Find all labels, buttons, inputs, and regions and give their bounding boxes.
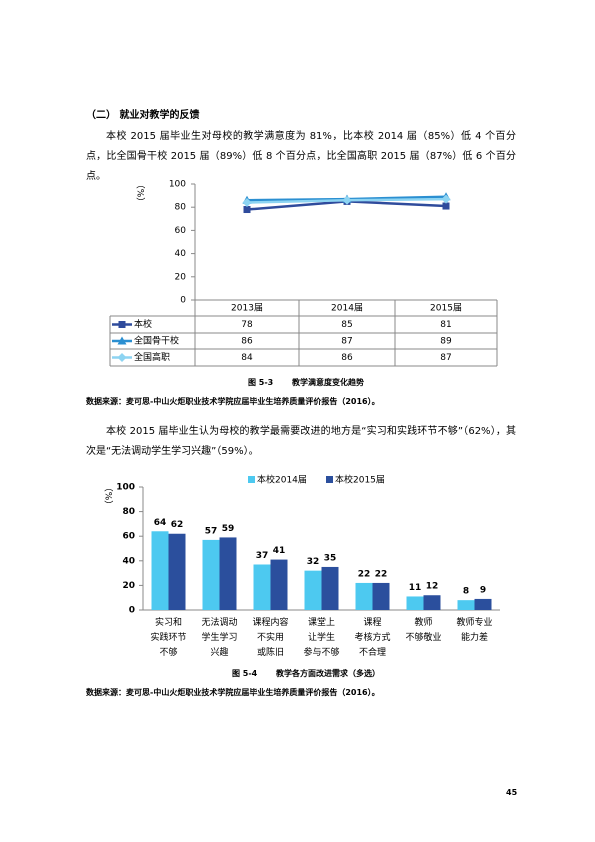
bar (474, 598, 492, 610)
x-tick-label: 课程 考核方式 不合理 (354, 618, 391, 658)
y-tick-label: 0 (129, 606, 135, 616)
x-tick-label: 课堂上 让学生 参与不够 (303, 618, 340, 658)
legend-swatch (326, 476, 333, 483)
y-tick-label: 80 (122, 507, 135, 517)
legend-swatch (248, 476, 255, 483)
bar (406, 596, 424, 610)
marker (117, 336, 127, 345)
data-label: 35 (324, 553, 337, 563)
bar (423, 595, 441, 610)
y-axis-label: （%） (135, 180, 146, 207)
table-value: 84 (241, 353, 253, 363)
data-label: 9 (480, 585, 486, 595)
marker (242, 198, 252, 208)
bar (151, 531, 169, 610)
y-tick-label: 0 (180, 296, 186, 306)
marker (118, 321, 126, 328)
data-label: 41 (273, 546, 286, 556)
data-label: 37 (256, 551, 269, 561)
table-value: 78 (241, 320, 253, 330)
x-tick-label: 课程内容 不实用 或陈旧 (252, 618, 289, 658)
data-label: 59 (222, 524, 235, 534)
y-axis-label: （%） (103, 483, 114, 510)
marker (442, 202, 450, 210)
table-value: 86 (341, 353, 353, 363)
heading: （二） 就业对教学的反馈 (86, 110, 200, 121)
data-label: 22 (358, 569, 371, 579)
table-value: 89 (440, 337, 452, 347)
x-tick-label: 实习和 实践环节 不够 (150, 618, 187, 658)
data-label: 32 (307, 557, 320, 567)
bar (270, 559, 288, 610)
figure-title: 教学各方面改进需求（多选） (276, 669, 380, 678)
table-value: 87 (440, 353, 451, 363)
y-tick-label: 40 (122, 556, 135, 566)
legend-label: 全国骨干校 (134, 335, 179, 347)
bar (253, 564, 271, 610)
figure-number: 图 5-4 (232, 669, 258, 678)
column-header: 2015届 (430, 303, 462, 314)
data-label: 64 (154, 518, 167, 528)
bar (168, 533, 186, 610)
legend-label: 全国高职 (134, 351, 170, 363)
figure-title: 教学满意度变化趋势 (292, 378, 364, 387)
table-value: 85 (341, 320, 352, 330)
bar (321, 566, 339, 610)
y-tick-label: 100 (169, 180, 186, 190)
paragraph: 本校 2015 届毕业生对母校的教学满意度为 81%，比本校 2014 届（85… (86, 131, 516, 182)
table-value: 81 (440, 320, 451, 330)
data-label: 8 (463, 587, 469, 597)
table-value: 87 (341, 337, 352, 347)
bar (219, 537, 237, 610)
marker (342, 195, 352, 205)
figure-number: 图 5-3 (248, 378, 274, 387)
data-label: 57 (205, 526, 218, 536)
table-value: 86 (241, 337, 253, 347)
y-tick-label: 20 (122, 581, 135, 591)
bar (202, 539, 220, 610)
bar (372, 582, 390, 610)
legend-label: 本校2015届 (335, 474, 385, 486)
bar (355, 582, 373, 610)
x-tick-label: 无法调动 学生学习 兴趣 (201, 618, 238, 658)
y-tick-label: 60 (122, 532, 135, 542)
legend-label: 本校 (134, 318, 152, 330)
marker (243, 206, 251, 214)
x-tick-label: 教师专业 能力差 (456, 618, 493, 643)
legend-label: 本校2014届 (257, 474, 307, 486)
column-header: 2013届 (231, 303, 263, 314)
y-tick-label: 60 (175, 226, 187, 236)
data-label: 12 (426, 582, 439, 592)
bar (304, 570, 322, 610)
marker (117, 353, 127, 362)
data-label: 62 (171, 520, 184, 530)
bar (457, 600, 475, 610)
page-number: 45 (506, 788, 518, 797)
data-label: 11 (409, 583, 422, 593)
source: 数据来源：麦可思-中山火炬职业技术学院应届毕业生培养质量评价报告（2016）。 (86, 688, 380, 697)
y-tick-label: 100 (116, 483, 135, 493)
source: 数据来源：麦可思-中山火炬职业技术学院应届毕业生培养质量评价报告（2016）。 (86, 397, 380, 406)
marker (441, 194, 451, 204)
paragraph: 本校 2015 届毕业生认为母校的教学最需要改进的地方是“实习和实践环节不够”（… (86, 426, 516, 457)
x-tick-label: 教师 不够敬业 (405, 618, 442, 643)
y-tick-label: 40 (175, 249, 187, 259)
data-label: 22 (375, 569, 388, 579)
y-tick-label: 20 (175, 272, 187, 282)
y-tick-label: 80 (175, 203, 187, 213)
column-header: 2014届 (331, 303, 363, 314)
